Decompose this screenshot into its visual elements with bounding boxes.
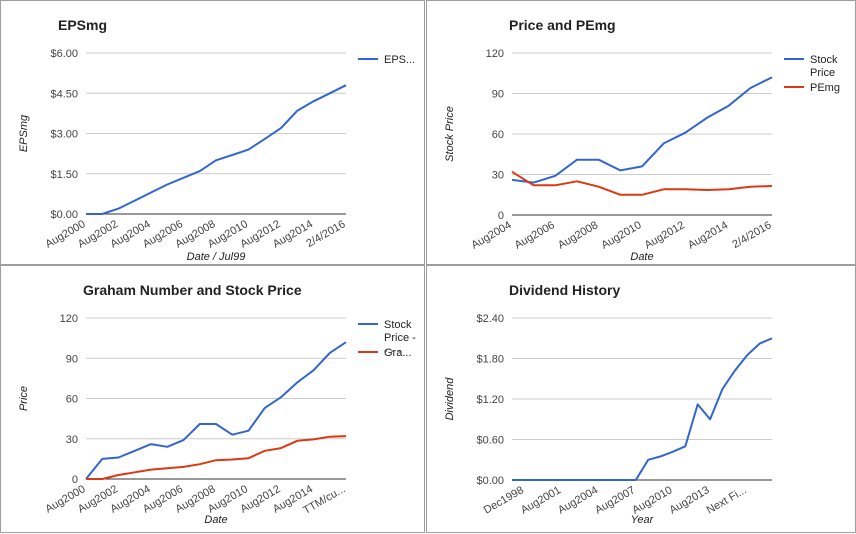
y-tick-label: $0.00 — [50, 209, 78, 221]
series-line — [512, 337, 773, 481]
x-tick-label: Aug2004 — [556, 484, 600, 516]
legend-label: EPS... — [384, 54, 415, 66]
x-tick-label: Aug2012 — [643, 219, 687, 251]
chart-svg: $0.00$0.60$1.20$1.80$2.40Dec1998Aug2001A… — [444, 313, 773, 526]
series-line — [86, 84, 347, 215]
legend-label: Stock Price — [810, 54, 838, 79]
series-line — [511, 76, 773, 184]
legend-label: Gra... — [384, 347, 412, 359]
y-tick-label: $1.20 — [476, 394, 504, 406]
legend-label-line: - - - — [384, 345, 401, 357]
legend-label-line: PEmg — [810, 82, 840, 94]
x-tick-label: Aug2013 — [667, 484, 711, 516]
y-tick-label: $2.40 — [476, 313, 504, 325]
x-tick-label: Aug2007 — [593, 484, 637, 516]
x-axis-label: Date / Jul99 — [187, 251, 246, 263]
y-tick-label: $6.00 — [50, 48, 78, 60]
chart-title: Graham Number and Stock Price — [83, 282, 302, 298]
legend-label-line: Stock — [384, 319, 412, 331]
x-tick-label: Next Fi... — [705, 484, 749, 516]
x-tick-label: Aug2014 — [686, 219, 730, 251]
y-axis-label: Dividend — [444, 377, 456, 421]
y-axis-label: Stock Price — [444, 106, 456, 162]
x-tick-label: 2/4/2016 — [730, 219, 773, 251]
x-tick-label: Aug2004 — [469, 219, 513, 251]
chart-panel-epsmg: EPSmg $0.00 $1.50 $3.00 $4.50 $6.00 Aug2000 Au… — [0, 0, 425, 265]
y-tick-label: 0 — [72, 474, 78, 486]
y-tick-label: $4.50 — [50, 88, 78, 100]
x-axis-label: Year — [631, 514, 655, 526]
y-tick-label: 120 — [60, 313, 78, 325]
legend-label-line: Stock — [810, 54, 838, 66]
x-axis-label: Date — [630, 251, 653, 263]
x-tick-label: Aug2008 — [556, 219, 600, 251]
legend-label-line: EPS... — [384, 54, 415, 66]
y-tick-label: $3.00 — [50, 129, 78, 141]
y-tick-label: $0.60 — [476, 435, 504, 447]
y-tick-label: 0 — [498, 210, 504, 222]
series-line — [86, 435, 347, 480]
y-tick-label: $1.80 — [476, 354, 504, 366]
x-tick-label: Aug2006 — [513, 219, 557, 251]
chart-panel-graham: Graham Number and Stock Price 0 30 60 90 120… — [0, 265, 425, 533]
legend-label: Stock Price -- - - — [384, 319, 416, 357]
y-axis-label: Price — [18, 386, 30, 411]
x-axis-label: Date — [204, 514, 227, 526]
y-tick-label: $1.50 — [50, 169, 78, 181]
x-tick-label: Aug2010 — [630, 484, 674, 516]
chart-title: Dividend History — [509, 282, 621, 298]
chart-title: Price and PEmg — [509, 17, 616, 33]
y-tick-label: 30 — [66, 434, 78, 446]
y-axis-label: EPSmg — [18, 114, 30, 152]
x-tick-label: Dec1998 — [482, 484, 526, 516]
y-tick-label: 30 — [492, 170, 504, 182]
series-line — [85, 341, 347, 480]
y-tick-label: 120 — [486, 48, 504, 60]
x-tick-label: Aug2001 — [519, 484, 563, 516]
chart-title: EPSmg — [58, 17, 108, 33]
x-tick-label: Aug2010 — [599, 219, 643, 251]
y-tick-label: $0.00 — [476, 475, 504, 487]
series-line — [511, 170, 773, 196]
y-tick-label: 90 — [66, 353, 78, 365]
chart-svg: 0306090120Aug2000Aug2002Aug2004Aug2006Au… — [18, 313, 416, 526]
legend-label-line: Price - — [384, 332, 416, 344]
y-tick-label: 60 — [492, 129, 504, 141]
y-tick-label: 90 — [492, 89, 504, 101]
legend-label-line: Price — [810, 67, 835, 79]
legend-label: PEmg — [810, 82, 840, 94]
chart-panel-dividend: Dividend History $0.00 $0.60 $1.20 $1.80 $2.… — [426, 265, 856, 533]
y-tick-label: 60 — [66, 394, 78, 406]
chart-panel-price-pemg: Price and PEmg 0 30 60 90 120 Aug2004 Aug2006 A… — [426, 0, 856, 265]
legend-label-line: Gra... — [384, 347, 412, 359]
chart-svg: $0.00$1.50$3.00$4.50$6.00Aug2000Aug2002A… — [18, 48, 415, 263]
